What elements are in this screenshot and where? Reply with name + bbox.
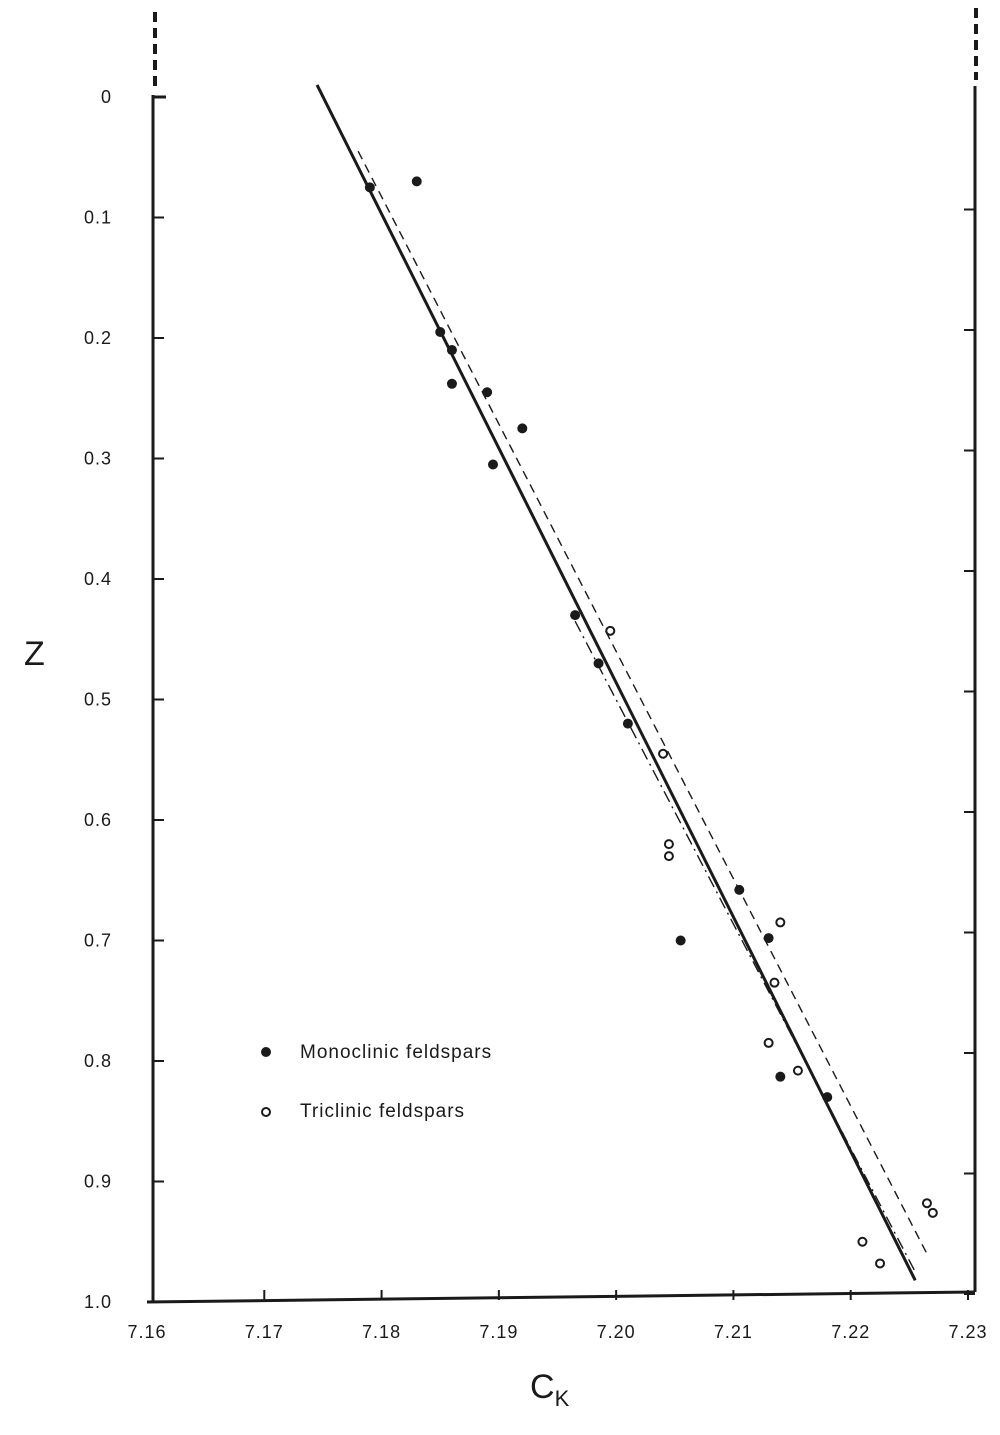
monoclinic-point [487, 459, 498, 470]
x-axis-title: CK [530, 1368, 570, 1411]
monoclinic-point [517, 423, 528, 434]
triclinic-point [605, 625, 616, 636]
fit-lines [315, 84, 928, 1281]
monoclinic-point [482, 387, 493, 398]
triclinic-point [857, 1236, 868, 1247]
legend-marker-triclinic [261, 1107, 271, 1117]
x-tick-label: 7.17 [245, 1322, 284, 1342]
y-tick-label: 0 [101, 87, 112, 107]
y-tick-label: 0.1 [84, 208, 112, 228]
monoclinic-point [763, 933, 774, 944]
x-tick-label: 7.16 [127, 1322, 166, 1342]
y-tick-label: 0.4 [84, 569, 112, 589]
x-axis-title-main: C [530, 1368, 555, 1406]
x-tick-label: 7.21 [714, 1322, 753, 1342]
triclinic-point [658, 748, 669, 759]
x-tick-label: 7.18 [362, 1322, 401, 1342]
fit-line-dashed [357, 150, 928, 1255]
monoclinic-point [734, 884, 745, 895]
x-tick-label: 7.23 [948, 1322, 987, 1342]
y-tick-label: 1.0 [84, 1292, 112, 1312]
x-tick-label: 7.19 [479, 1322, 518, 1342]
y-axis-title: Z [24, 635, 45, 673]
monoclinic-point [570, 610, 581, 621]
triclinic-point [663, 851, 674, 862]
triclinic-point [769, 977, 780, 988]
monoclinic-point [411, 176, 422, 187]
legend-label-triclinic: Triclinic feldspars [300, 1101, 465, 1122]
monoclinic-point [364, 182, 375, 193]
x-axis-title-subscript: K [555, 1386, 570, 1411]
triclinic-point [763, 1037, 774, 1048]
monoclinic-point [675, 935, 686, 946]
monoclinic-point [775, 1071, 786, 1082]
monoclinic-point [435, 326, 446, 337]
monoclinic-point [593, 658, 604, 669]
y-tick-label: 0.6 [84, 810, 112, 830]
legend-label-monoclinic: Monoclinic feldspars [300, 1042, 492, 1063]
monoclinic-point [446, 345, 457, 356]
x-tick-label: 7.22 [831, 1322, 870, 1342]
fit-line-solid [315, 84, 917, 1281]
x-ticks: 7.16 7.17 7.18 7.19 7.20 7.21 7.22 7.23 [127, 1290, 987, 1342]
triclinic-point [792, 1065, 803, 1076]
y-tick-label: 0.8 [84, 1051, 112, 1071]
plot-axes [146, 8, 978, 1304]
bottom-axis [146, 1290, 976, 1304]
y-tick-label: 0.9 [84, 1172, 112, 1192]
y-tick-label: 0.3 [84, 449, 112, 469]
y-tick-label: 0.2 [84, 328, 112, 348]
triclinic-point [921, 1198, 932, 1209]
triclinic-point [663, 839, 674, 850]
y-tick-label: 0.7 [84, 931, 112, 951]
monoclinic-point [446, 378, 457, 389]
y-tick-label: 0.5 [84, 690, 112, 710]
data-points [364, 176, 938, 1269]
x-tick-label: 7.20 [597, 1322, 636, 1342]
y-ticks: 0 0.1 0.2 0.3 0.4 0.5 0.6 0.7 0.8 0.9 1.0 [84, 87, 975, 1312]
legend-marker-monoclinic [261, 1047, 271, 1057]
triclinic-point [775, 917, 786, 928]
triclinic-point [875, 1258, 886, 1269]
legend: Monoclinic feldspars Triclinic feldspars [261, 1042, 492, 1122]
triclinic-point [927, 1207, 938, 1218]
monoclinic-point [622, 718, 633, 729]
fit-line-dashdot [574, 620, 916, 1273]
monoclinic-point [822, 1092, 833, 1103]
